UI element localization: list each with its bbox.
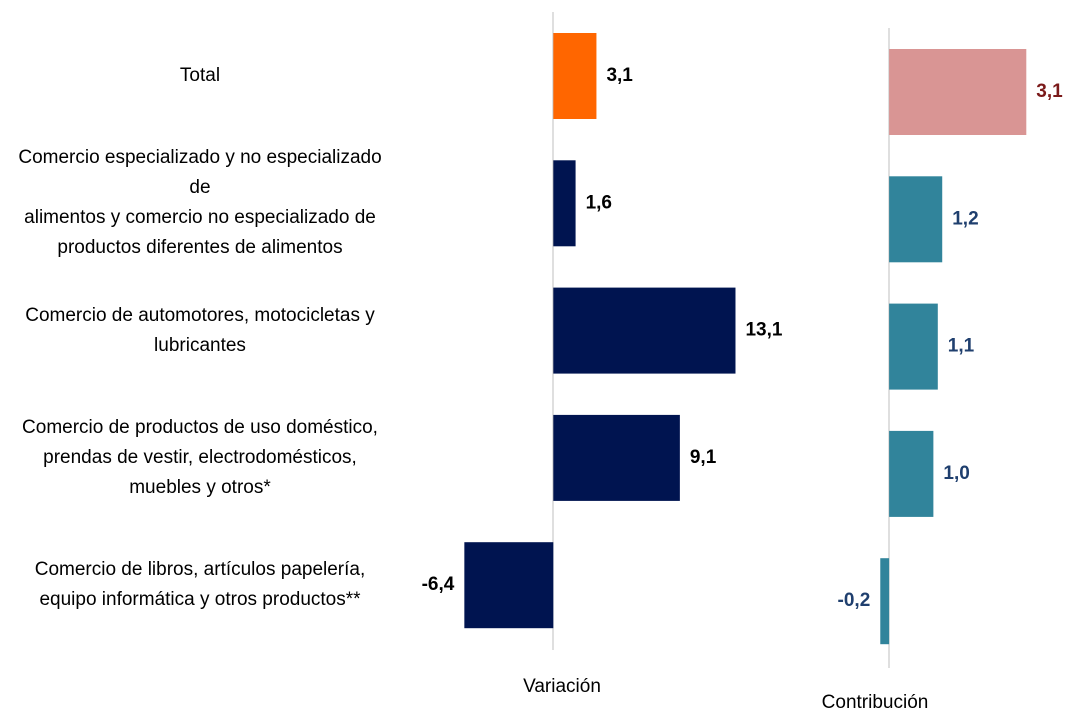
bar [553, 33, 597, 119]
bar [553, 414, 680, 501]
bar [889, 176, 943, 263]
bar [880, 558, 890, 645]
panel-title: Contribución [822, 692, 929, 710]
bar [553, 287, 736, 374]
category-label: Total [179, 65, 221, 86]
value-label: -0,2 [838, 590, 871, 611]
category-label: Comercio de automotores, motocicletas y … [25, 304, 375, 356]
panel-title: Variación [523, 676, 601, 697]
value-label: 13,1 [745, 320, 782, 341]
value-label: 1,0 [943, 463, 969, 484]
bar [889, 430, 934, 517]
category-label: Comercio de productos de uso doméstico, … [22, 416, 378, 498]
value-label: 1,6 [586, 192, 612, 213]
value-label: -6,4 [422, 574, 455, 595]
category-label: Comercio de libros, artículos papelería,… [34, 559, 366, 611]
bar [553, 160, 576, 247]
bar [464, 542, 554, 629]
category-label: Comercio especializado y no especializad… [18, 147, 382, 259]
value-label: 1,2 [952, 208, 978, 229]
value-label: 1,1 [948, 336, 975, 357]
value-label: 9,1 [690, 447, 717, 468]
value-label: 3,1 [1036, 81, 1063, 102]
bar [889, 49, 1027, 135]
bar [889, 303, 938, 390]
value-label: 3,1 [606, 65, 633, 86]
